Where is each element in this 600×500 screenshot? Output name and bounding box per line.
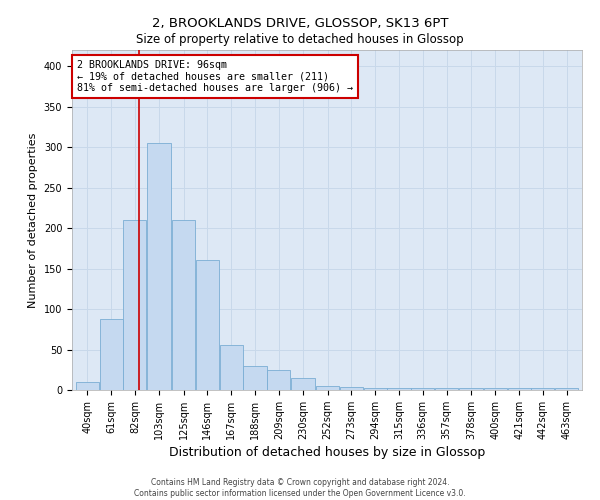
Bar — [388, 388, 410, 390]
Text: Contains HM Land Registry data © Crown copyright and database right 2024.
Contai: Contains HM Land Registry data © Crown c… — [134, 478, 466, 498]
Bar — [459, 388, 483, 390]
Text: 2, BROOKLANDS DRIVE, GLOSSOP, SK13 6PT: 2, BROOKLANDS DRIVE, GLOSSOP, SK13 6PT — [152, 18, 448, 30]
Bar — [555, 388, 578, 390]
Bar — [172, 220, 195, 390]
Bar — [532, 388, 554, 390]
Bar — [484, 388, 507, 390]
Bar — [316, 386, 339, 390]
Text: 2 BROOKLANDS DRIVE: 96sqm
← 19% of detached houses are smaller (211)
81% of semi: 2 BROOKLANDS DRIVE: 96sqm ← 19% of detac… — [77, 60, 353, 93]
Bar — [124, 220, 146, 390]
Y-axis label: Number of detached properties: Number of detached properties — [28, 132, 38, 308]
Bar — [411, 388, 434, 390]
Bar — [291, 378, 315, 390]
Bar — [435, 388, 458, 390]
Bar — [364, 388, 387, 390]
Bar — [100, 319, 122, 390]
Bar — [340, 387, 363, 390]
X-axis label: Distribution of detached houses by size in Glossop: Distribution of detached houses by size … — [169, 446, 485, 459]
Bar — [76, 382, 99, 390]
Bar — [508, 388, 530, 390]
Bar — [267, 370, 290, 390]
Bar — [244, 366, 266, 390]
Text: Size of property relative to detached houses in Glossop: Size of property relative to detached ho… — [136, 32, 464, 46]
Bar — [147, 143, 172, 390]
Bar — [220, 346, 243, 390]
Bar — [196, 260, 219, 390]
